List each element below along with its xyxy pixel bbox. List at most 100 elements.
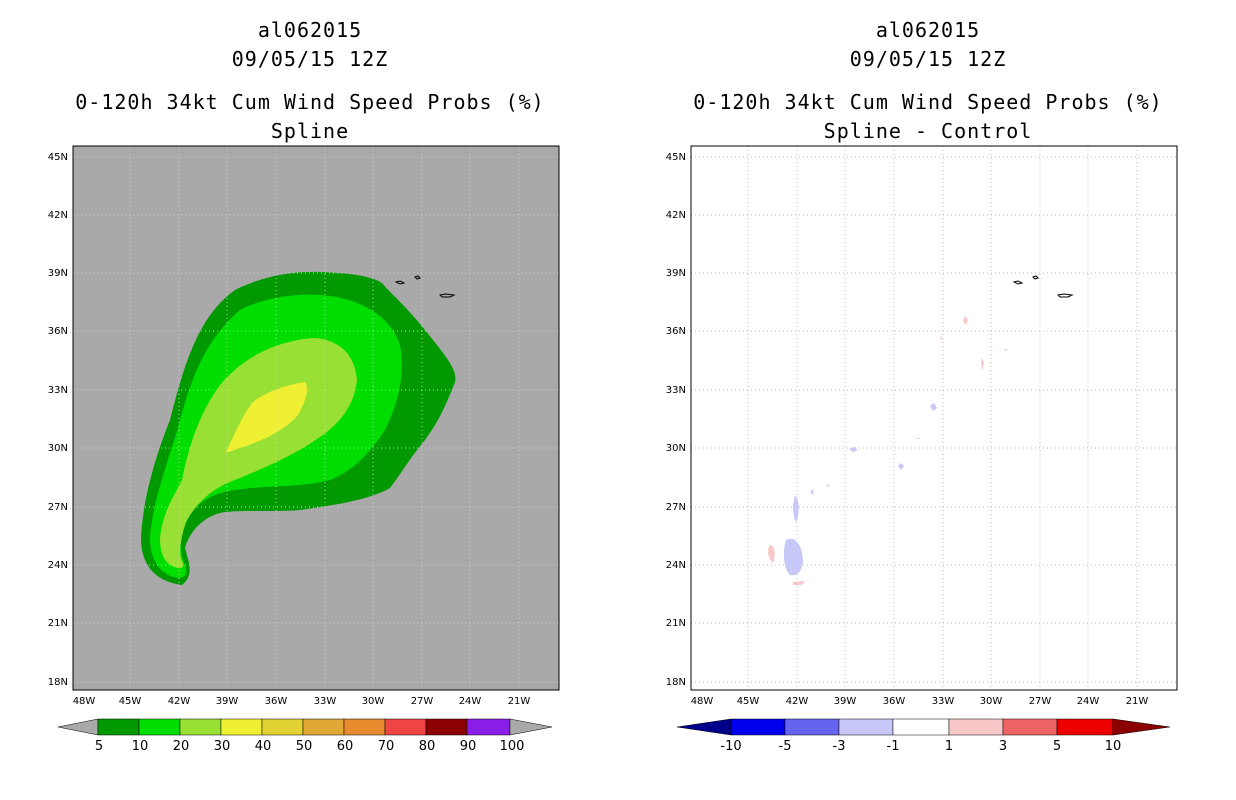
negative-diff-blob xyxy=(826,484,829,487)
negative-diff-blob xyxy=(810,489,814,495)
left-colorbar-under-arrow xyxy=(57,718,99,736)
right-difference-contours xyxy=(768,316,1008,585)
left-colorbar-label: 5 xyxy=(95,739,103,754)
positive-diff-blob xyxy=(963,316,968,325)
right-colorbar-label: 10 xyxy=(1105,739,1122,754)
right-method-title: Spline - Control xyxy=(823,119,1033,143)
left-colorbar-label: 20 xyxy=(173,739,190,754)
left-colorbar-cell xyxy=(343,718,386,736)
left-lat-label: 24N xyxy=(48,560,68,571)
right-lon-label: 30W xyxy=(980,696,1003,707)
right-colorbar-label: -3 xyxy=(833,739,846,754)
left-colorbar-label: 40 xyxy=(255,739,272,754)
left-lon-label: 36W xyxy=(265,696,288,707)
left-map-border xyxy=(72,145,560,691)
right-lon-label: 45W xyxy=(737,696,760,707)
left-map: 45N 42N 39N 36N 33N 30N 27N 24N 21N 18N … xyxy=(48,145,560,754)
left-method-title: Spline xyxy=(270,119,350,143)
left-colorbar-label: 90 xyxy=(460,739,477,754)
right-colorbar-label: -1 xyxy=(887,739,900,754)
left-colorbar: 5 10 20 30 40 50 60 70 80 90 100 xyxy=(57,718,553,754)
left-lat-label: 45N xyxy=(48,152,68,163)
right-product-title: 0-120h 34kt Cum Wind Speed Probs (%) xyxy=(693,90,1163,114)
right-map-border xyxy=(690,145,1178,691)
left-lat-label: 33N xyxy=(48,385,68,396)
right-map: 45N 42N 39N 36N 33N 30N 27N 24N 21N 18N … xyxy=(666,145,1178,754)
right-colorbar-cell xyxy=(1002,718,1058,736)
right-colorbar-cell xyxy=(730,718,786,736)
left-lat-label: 30N xyxy=(48,443,68,454)
right-colorbar-cell xyxy=(784,718,840,736)
left-colorbar-cell xyxy=(261,718,304,736)
right-colorbar-label: 1 xyxy=(945,739,953,754)
left-lon-label: 27W xyxy=(411,696,434,707)
left-colorbar-cell xyxy=(97,718,140,736)
left-azores-islands xyxy=(394,275,456,298)
right-storm-id: al062015 xyxy=(875,18,981,42)
right-lon-label: 27W xyxy=(1029,696,1052,707)
negative-diff-blob xyxy=(898,463,904,470)
left-lat-label: 39N xyxy=(48,268,68,279)
left-colorbar-label: 80 xyxy=(419,739,436,754)
negative-diff-blob xyxy=(849,447,858,452)
positive-diff-blob xyxy=(1004,349,1008,351)
right-lat-label: 42N xyxy=(666,210,686,221)
left-colorbar-label: 50 xyxy=(296,739,313,754)
left-colorbar-cell xyxy=(466,718,511,736)
left-colorbar-label: 60 xyxy=(337,739,354,754)
positive-diff-blob xyxy=(768,545,775,563)
left-map-frame-group: 45N 42N 39N 36N 33N 30N 27N 24N 21N 18N … xyxy=(48,145,560,707)
right-lon-label: 21W xyxy=(1126,696,1149,707)
right-datetime: 09/05/15 12Z xyxy=(849,47,1007,71)
right-lon-label: 33W xyxy=(932,696,955,707)
positive-diff-blob xyxy=(940,335,942,342)
left-colorbar-cell xyxy=(138,718,181,736)
left-lon-label: 30W xyxy=(362,696,385,707)
negative-diff-blob xyxy=(930,403,937,411)
left-lon-label: 45W xyxy=(119,696,142,707)
left-lat-label: 36N xyxy=(48,326,68,337)
right-map-background xyxy=(691,146,1177,690)
right-colorbar: -10 -5 -3 -1 1 3 5 10 xyxy=(676,718,1171,754)
right-colorbar-under-arrow xyxy=(676,718,732,736)
left-storm-id: al062015 xyxy=(257,18,363,42)
left-datetime: 09/05/15 12Z xyxy=(231,47,389,71)
right-lat-label: 36N xyxy=(666,326,686,337)
left-lon-label: 33W xyxy=(314,696,337,707)
left-lon-axis: 48W 45W 42W 39W 36W 33W 30W 27W 24W 21W xyxy=(73,696,531,707)
right-colorbar-cell xyxy=(838,718,894,736)
negative-diff-blob xyxy=(915,438,921,439)
left-probability-contours xyxy=(141,271,456,585)
left-colorbar-cell xyxy=(220,718,263,736)
right-lat-label: 45N xyxy=(666,152,686,163)
right-lat-axis: 45N 42N 39N 36N 33N 30N 27N 24N 21N 18N xyxy=(666,152,686,688)
right-lat-label: 24N xyxy=(666,560,686,571)
contour-20pct xyxy=(160,338,357,569)
left-lon-label: 48W xyxy=(73,696,96,707)
left-colorbar-cell xyxy=(425,718,468,736)
right-lat-label: 21N xyxy=(666,618,686,629)
left-lon-label: 21W xyxy=(508,696,531,707)
right-colorbar-cell xyxy=(1056,718,1114,736)
right-lat-label: 33N xyxy=(666,385,686,396)
negative-diff-blob xyxy=(783,538,803,576)
right-colorbar-cell xyxy=(948,718,1004,736)
right-lat-label: 39N xyxy=(666,268,686,279)
left-lat-axis: 45N 42N 39N 36N 33N 30N 27N 24N 21N 18N xyxy=(48,152,68,688)
left-lat-label: 21N xyxy=(48,618,68,629)
positive-diff-blob xyxy=(793,581,805,585)
left-product-title: 0-120h 34kt Cum Wind Speed Probs (%) xyxy=(75,90,545,114)
contour-30pct xyxy=(226,382,308,453)
right-colorbar-label: 5 xyxy=(1053,739,1061,754)
left-lat-label: 18N xyxy=(48,677,68,688)
left-colorbar-label: 100 xyxy=(500,739,525,754)
left-colorbar-cell xyxy=(302,718,345,736)
left-colorbar-cell xyxy=(384,718,427,736)
right-lon-label: 24W xyxy=(1077,696,1100,707)
right-lat-label: 18N xyxy=(666,677,686,688)
right-colorbar-cell xyxy=(892,718,950,736)
right-azores-islands xyxy=(1012,275,1074,298)
left-colorbar-label: 10 xyxy=(132,739,149,754)
right-lon-label: 39W xyxy=(834,696,857,707)
right-lon-axis: 48W 45W 42W 39W 36W 33W 30W 27W 24W 21W xyxy=(691,696,1149,707)
